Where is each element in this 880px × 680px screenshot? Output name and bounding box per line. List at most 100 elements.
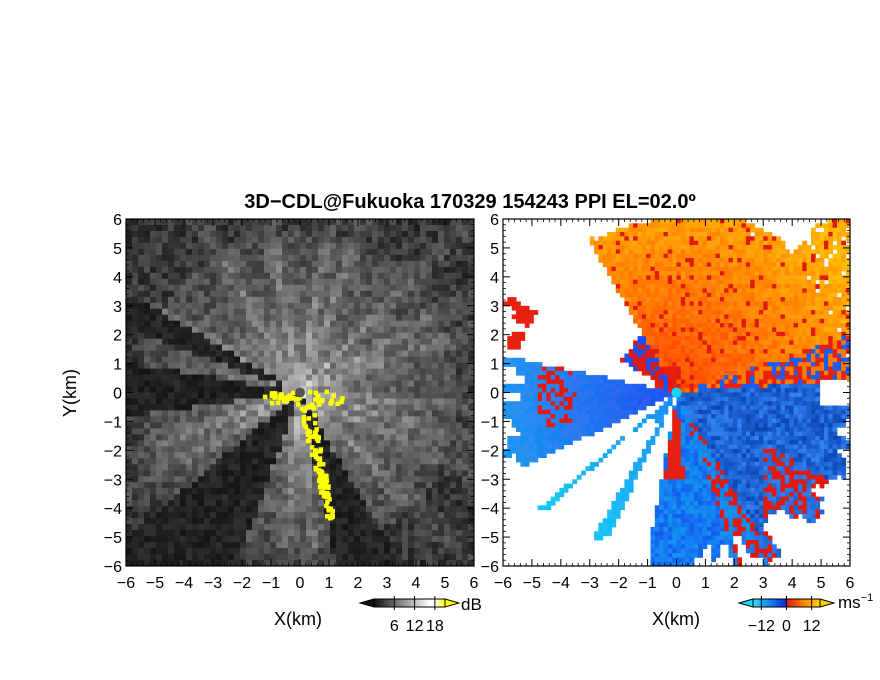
snr-cell xyxy=(420,500,427,507)
velocity-cell xyxy=(511,331,517,337)
snr-cell xyxy=(432,536,439,543)
snr-cell xyxy=(330,326,337,334)
snr-cell xyxy=(372,338,379,346)
snr-cell xyxy=(420,338,427,346)
velocity-cell xyxy=(585,431,591,437)
snr-cell xyxy=(180,231,187,238)
snr-cell xyxy=(402,344,409,352)
snr-cell xyxy=(456,362,463,370)
velocity-cell xyxy=(589,466,595,471)
snr-cell xyxy=(264,386,271,394)
snr-cell xyxy=(210,272,217,280)
velocity-cell xyxy=(620,405,625,411)
snr-cell xyxy=(192,464,199,471)
velocity-cell xyxy=(620,284,625,289)
snr-cell xyxy=(312,518,319,525)
snr-cell xyxy=(162,554,169,561)
snr-cell xyxy=(264,410,271,417)
snr-cell xyxy=(204,308,211,316)
velocity-cell xyxy=(659,496,664,502)
velocity-cell xyxy=(520,383,526,389)
snr-cell xyxy=(450,494,457,501)
velocity-cell xyxy=(628,483,634,489)
snr-cell xyxy=(180,344,187,352)
snr-cell xyxy=(390,332,397,340)
snr-cell xyxy=(336,524,343,531)
snr-cell xyxy=(390,320,397,328)
snr-cell xyxy=(318,231,325,238)
velocity-cell xyxy=(667,470,673,476)
snr-cell xyxy=(336,458,343,465)
snr-cell xyxy=(210,302,217,310)
snr-cell xyxy=(444,254,451,262)
snr-clutter-cell xyxy=(322,493,327,498)
snr-image xyxy=(126,219,474,566)
snr-cell xyxy=(210,368,217,376)
velocity-cell xyxy=(667,448,673,454)
snr-cell xyxy=(348,344,355,352)
snr-cell xyxy=(426,219,433,226)
snr-cell xyxy=(204,278,211,286)
snr-cell xyxy=(276,248,283,256)
velocity-cell xyxy=(607,448,612,454)
snr-cell xyxy=(420,368,427,376)
y-tick-label: 5 xyxy=(113,241,122,258)
snr-cell xyxy=(462,332,469,340)
y-tick-label: −1 xyxy=(104,414,122,431)
snr-cell xyxy=(456,440,463,447)
snr-cell xyxy=(456,452,463,459)
snr-cell xyxy=(324,422,331,429)
snr-cell xyxy=(288,404,295,412)
velocity-cell xyxy=(576,370,582,376)
snr-cell xyxy=(276,308,283,316)
snr-cell xyxy=(276,326,283,334)
snr-cell xyxy=(318,284,325,292)
snr-cell xyxy=(468,548,474,555)
snr-cell xyxy=(150,225,157,232)
velocity-cell xyxy=(542,366,547,372)
velocity-cell xyxy=(589,409,595,415)
velocity-cell xyxy=(641,240,647,246)
snr-cell xyxy=(432,398,439,406)
snr-cell xyxy=(144,242,151,250)
snr-cell xyxy=(300,548,307,555)
snr-cell xyxy=(360,488,367,495)
snr-cell xyxy=(180,416,187,423)
snr-cell xyxy=(168,236,175,244)
snr-cell xyxy=(246,219,253,226)
snr-cell xyxy=(450,350,457,358)
velocity-cell xyxy=(607,249,612,255)
snr-cell xyxy=(168,344,175,352)
velocity-cell xyxy=(594,240,599,246)
snr-cell xyxy=(450,260,457,268)
snr-cell xyxy=(300,452,307,459)
snr-cell xyxy=(204,236,211,244)
velocity-cell xyxy=(628,284,634,289)
snr-cell xyxy=(426,332,433,340)
velocity-cell xyxy=(524,370,530,376)
snr-cell xyxy=(156,470,163,477)
snr-cell xyxy=(246,542,253,549)
snr-cell xyxy=(462,362,469,370)
snr-cell xyxy=(378,548,385,555)
snr-cell xyxy=(210,326,217,334)
snr-cell xyxy=(264,416,271,423)
snr-cell xyxy=(348,296,355,304)
snr-cell xyxy=(168,392,175,400)
velocity-cell xyxy=(659,544,664,550)
snr-cell xyxy=(270,266,277,274)
snr-cell xyxy=(168,518,175,525)
velocity-cell xyxy=(594,249,599,255)
velocity-cell xyxy=(598,392,604,398)
velocity-cell xyxy=(637,405,643,411)
snr-cell xyxy=(204,530,211,537)
snr-cell xyxy=(126,386,133,394)
velocity-cell xyxy=(620,409,625,415)
velocity-cell xyxy=(520,305,526,311)
velocity-cell xyxy=(620,505,625,511)
snr-cell xyxy=(240,494,247,501)
velocity-cell xyxy=(641,258,647,263)
snr-cell xyxy=(396,350,403,358)
snr-cell xyxy=(366,231,373,238)
snr-cell xyxy=(156,560,163,566)
